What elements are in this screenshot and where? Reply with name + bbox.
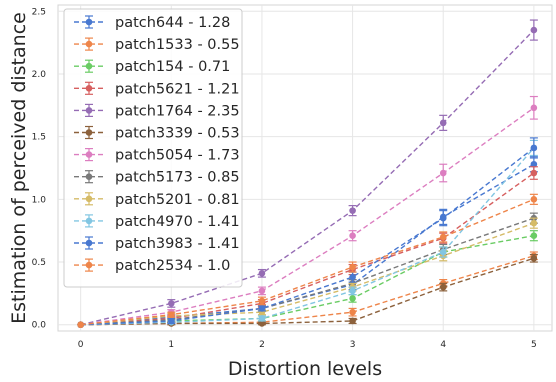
series-line	[80, 107, 535, 326]
legend-label: patch4970 - 1.41	[115, 214, 240, 230]
legend-item: patch3339 - 0.53	[74, 126, 240, 142]
data-point	[349, 273, 356, 281]
data-point	[439, 119, 447, 127]
x-tick-label: 4	[440, 340, 446, 350]
legend-label: patch1533 - 0.55	[115, 37, 240, 53]
legend-label: patch2534 - 1.0	[115, 258, 230, 274]
legend-label: patch5201 - 0.81	[115, 192, 240, 208]
legend-item: patch5201 - 0.81	[74, 192, 240, 208]
x-tick-label: 1	[168, 340, 174, 350]
data-point	[168, 317, 175, 325]
data-point	[439, 214, 447, 222]
x-axis-label: Distortion levels	[228, 358, 382, 380]
legend-marker	[85, 62, 93, 70]
legend-item: patch5054 - 1.73	[74, 148, 240, 164]
legend: patch644 - 1.28 patch1533 - 0.55 patch154 …	[63, 8, 243, 288]
data-point	[439, 248, 447, 256]
series-line	[80, 222, 535, 326]
legend-label: patch3339 - 0.53	[115, 126, 240, 142]
legend-label: patch644 - 1.28	[115, 15, 230, 31]
legend-marker	[85, 195, 93, 203]
data-point	[439, 169, 447, 177]
data-point	[439, 283, 447, 291]
legend-item: patch1764 - 2.35	[74, 103, 240, 119]
y-tick-label: 2.5	[32, 7, 46, 17]
y-axis-label: Estimation of perceived distance	[8, 12, 30, 324]
data-point	[258, 315, 266, 322]
data-point	[530, 254, 538, 262]
legend-marker	[85, 40, 93, 48]
series-12	[77, 193, 538, 329]
legend-item: patch5173 - 0.85	[74, 170, 240, 186]
data-point	[530, 26, 538, 34]
x-tick-label: 2	[259, 340, 265, 350]
data-point	[530, 169, 538, 177]
legend-item: patch2534 - 1.0	[74, 258, 230, 274]
data-point	[77, 321, 84, 329]
legend-item: patch5621 - 1.21	[74, 81, 240, 97]
legend-label: patch3983 - 1.41	[115, 236, 240, 252]
series-line	[80, 29, 535, 326]
legend-marker	[85, 107, 93, 114]
data-point	[349, 263, 356, 271]
legend-marker	[85, 151, 93, 158]
legend-item: patch4970 - 1.41	[74, 214, 240, 230]
data-point	[349, 317, 356, 325]
series-line	[80, 257, 535, 326]
tick-labels: 0 1 2 3 4 5 0.0 0.5 1.0 1.5 2.0 2.5	[32, 7, 537, 350]
data-point	[258, 270, 266, 277]
data-point	[439, 233, 447, 241]
legend-label: patch5621 - 1.21	[115, 81, 240, 97]
legend-label: patch1764 - 2.35	[115, 103, 240, 119]
legend-marker	[85, 18, 93, 26]
data-point	[530, 104, 538, 112]
legend-marker	[85, 85, 93, 92]
data-point	[168, 300, 175, 307]
data-point	[258, 297, 266, 305]
legend-label: patch5054 - 1.73	[115, 148, 240, 164]
y-tick-label: 2.0	[32, 70, 47, 80]
x-tick-label: 0	[78, 340, 84, 350]
data-point	[530, 160, 538, 168]
data-point	[168, 311, 175, 319]
legend-item: patch1533 - 0.55	[74, 37, 240, 53]
y-tick-label: 1.0	[32, 195, 47, 205]
series-11	[77, 137, 538, 329]
legend-marker	[85, 217, 93, 225]
legend-label: patch154 - 0.71	[115, 59, 230, 75]
legend-marker	[85, 129, 93, 136]
legend-item: patch3983 - 1.41	[74, 236, 240, 252]
legend-marker	[85, 239, 93, 247]
data-point	[349, 287, 356, 295]
series-line	[80, 147, 535, 326]
x-tick-label: 3	[350, 340, 356, 350]
y-tick-label: 0.5	[32, 258, 46, 268]
data-point	[530, 219, 538, 227]
legend-box	[63, 8, 243, 288]
legend-marker	[85, 173, 93, 180]
data-point	[349, 207, 356, 214]
data-point	[258, 305, 266, 312]
data-point	[258, 287, 266, 295]
series-line	[80, 217, 535, 326]
data-point	[530, 232, 538, 240]
data-point	[258, 320, 266, 327]
series-line	[80, 172, 535, 326]
data-point	[530, 144, 538, 152]
data-point	[349, 232, 356, 240]
series-line	[80, 147, 535, 326]
data-point	[349, 295, 356, 302]
y-tick-label: 0.0	[32, 321, 47, 331]
data-point	[530, 196, 538, 203]
data-point	[349, 308, 356, 316]
series-line	[80, 198, 535, 326]
legend-label: patch5173 - 0.85	[115, 170, 240, 186]
y-tick-label: 1.5	[32, 133, 46, 143]
x-tick-label: 5	[531, 340, 537, 350]
legend-item: patch644 - 1.28	[74, 15, 230, 31]
legend-marker	[85, 261, 93, 269]
series	[77, 19, 538, 329]
legend-item: patch154 - 0.71	[74, 59, 230, 75]
